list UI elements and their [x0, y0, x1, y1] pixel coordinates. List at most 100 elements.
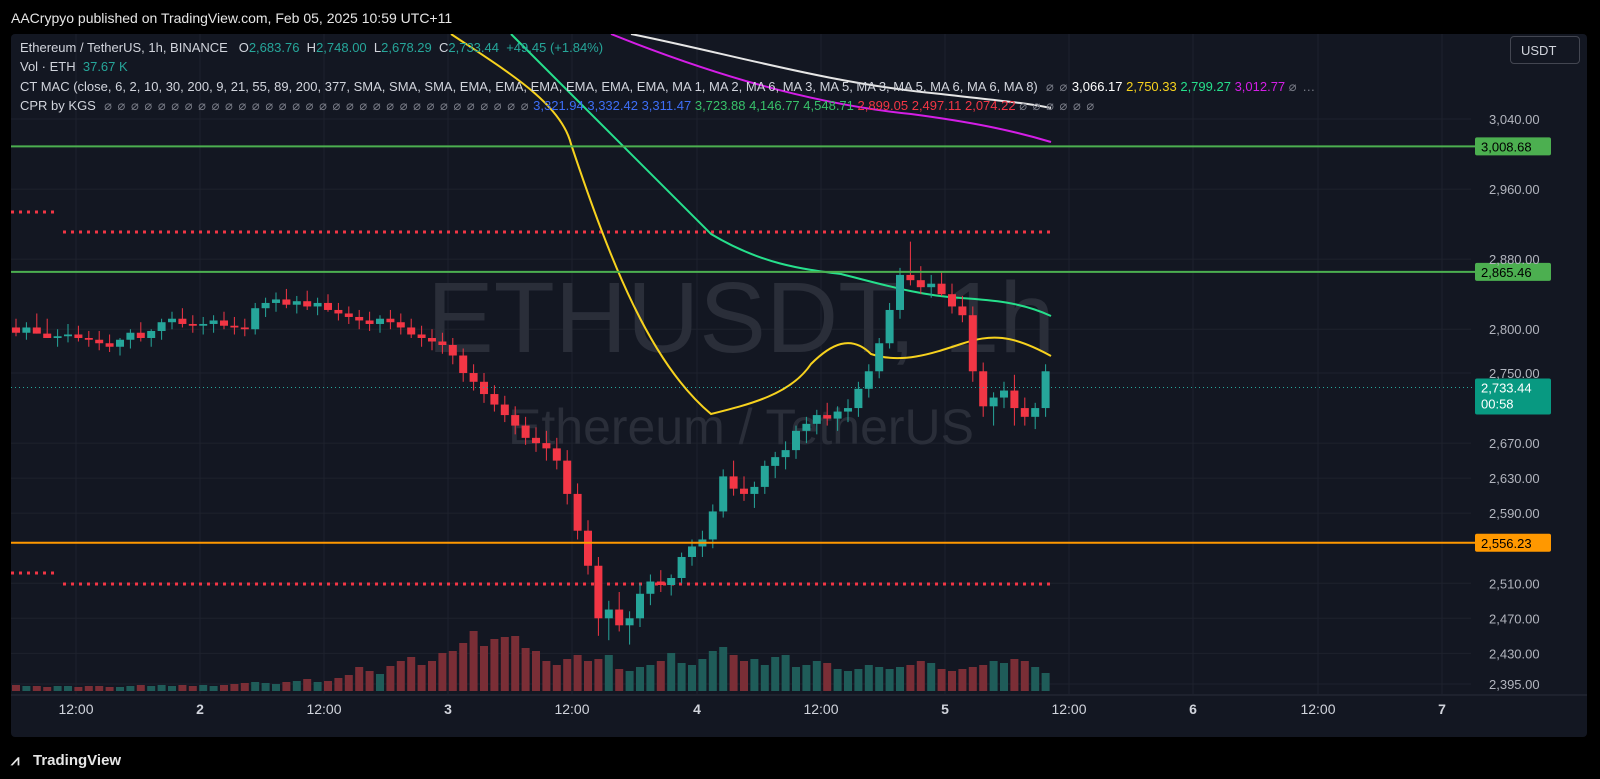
y-tick-label: 2,880.00: [1489, 252, 1540, 267]
candle-body: [209, 320, 218, 324]
volume-bar: [334, 678, 343, 691]
candle-body: [864, 371, 873, 389]
tradingview-logo-icon: ⩘: [11, 752, 20, 769]
x-tick-label: 12:00: [58, 701, 93, 717]
x-tick-label: 6: [1189, 701, 1197, 717]
x-tick-label: 12:00: [306, 701, 341, 717]
chart-canvas[interactable]: ETHUSDT, 1h Ethereum / TetherUS 3,008.68 2,…: [11, 34, 1587, 737]
volume-bar: [604, 655, 613, 691]
volume-bar: [126, 686, 135, 691]
candle-body: [12, 327, 20, 333]
candle-body: [833, 411, 842, 419]
volume-bar: [521, 648, 530, 691]
volume-bar: [771, 657, 780, 691]
volume-bar: [272, 684, 280, 691]
candle-body: [230, 325, 239, 328]
volume-bar: [927, 663, 936, 691]
volume-bar: [937, 669, 946, 691]
volume-bar: [53, 686, 62, 691]
price-tag-bg: [1475, 262, 1551, 281]
volume-bar: [105, 687, 114, 691]
ctmac-values: 3,066.17 2,750.33 2,799.27 3,012.77: [1072, 79, 1289, 94]
hidden-value-icons: ⌀ ⌀ ⌀ ⌀ ⌀ ⌀: [1019, 98, 1096, 113]
candle-body: [324, 302, 332, 310]
candle-body: [105, 343, 114, 347]
price-tag-label: 3,008.68: [1481, 139, 1532, 154]
candle-body: [272, 299, 280, 303]
volume-bar: [844, 671, 852, 691]
volume-bar: [292, 681, 301, 691]
legend-ctmac[interactable]: CT MAC (close, 6, 2, 10, 30, 200, 9, 21,…: [20, 79, 1316, 95]
volume-bar: [251, 682, 260, 691]
volume-bar: [906, 665, 915, 691]
volume-bar: [355, 667, 364, 691]
candle-body: [459, 355, 468, 374]
candle-body: [615, 609, 624, 626]
y-tick-label: 2,470.00: [1489, 611, 1540, 626]
candle-body: [240, 327, 249, 330]
candle-body: [532, 437, 540, 444]
candle-body: [1031, 408, 1040, 417]
volume-bar: [313, 682, 322, 691]
volume-bar: [823, 663, 832, 691]
y-tick-label: 2,960.00: [1489, 182, 1540, 197]
candle-body: [344, 313, 353, 317]
candle-body: [417, 334, 426, 338]
volume-bar: [459, 643, 468, 691]
symbol-label: Ethereum / TetherUS, 1h, BINANCE: [20, 40, 228, 55]
volume-bar: [864, 665, 873, 691]
price-tag-bg: [1475, 137, 1551, 156]
volume-bar: [1010, 659, 1019, 691]
legend-main[interactable]: Ethereum / TetherUS, 1h, BINANCE O2,683.…: [20, 40, 603, 55]
volume-bar: [1000, 663, 1008, 691]
volume-bar: [563, 659, 572, 691]
legend-volume[interactable]: Vol · ETH 37.67 K: [20, 59, 128, 74]
footer-brand-row[interactable]: ⩘ TradingView: [11, 752, 121, 769]
candle-body: [199, 323, 208, 326]
candle-body: [584, 530, 592, 566]
candle-body: [74, 334, 83, 338]
volume-bar: [740, 661, 748, 691]
change-value: +49.45 (+1.84%): [506, 40, 604, 55]
currency-selector[interactable]: USDT: [1510, 36, 1580, 64]
candle-body: [802, 423, 811, 431]
volume-bar: [781, 655, 790, 691]
volume-bar: [677, 663, 686, 691]
candle-body: [792, 430, 800, 451]
ma-mid-line: [510, 34, 1052, 317]
candle-body: [989, 397, 998, 407]
volume-bar: [875, 667, 884, 691]
candle-body: [22, 327, 31, 333]
cpr-value-3: 3,723.88: [694, 98, 750, 113]
candle-body: [251, 308, 260, 330]
y-tick-label: 2,590.00: [1489, 506, 1540, 521]
price-tag-label: 2,865.46: [1481, 265, 1532, 280]
volume-bar: [220, 685, 228, 691]
candle-body: [376, 318, 384, 324]
y-tick-label: 2,630.00: [1489, 471, 1540, 486]
last-price-tag-bg: [1475, 378, 1551, 415]
candle-body: [812, 415, 821, 424]
volume-bar: [480, 646, 488, 691]
legend-cpr[interactable]: CPR by KGS ⌀ ⌀ ⌀ ⌀ ⌀ ⌀ ⌀ ⌀ ⌀ ⌀ ⌀ ⌀ ⌀ ⌀ ⌀…: [20, 98, 1095, 114]
volume-bar: [448, 651, 457, 691]
candle-body: [604, 609, 613, 619]
candle-body: [885, 309, 894, 344]
candle-body: [334, 309, 343, 314]
candle-body: [32, 327, 41, 334]
ma-longest-line: [630, 34, 1052, 109]
candle-body: [500, 404, 509, 416]
volume-bar: [719, 647, 728, 691]
candle-body: [667, 578, 676, 586]
candle-body: [168, 318, 176, 323]
chart-panel[interactable]: ETHUSDT, 1h Ethereum / TetherUS 3,008.68 2,…: [11, 34, 1587, 737]
candle-body: [396, 322, 405, 328]
cpr-values: 3,321.94 3,332.42 3,311.47 3,723.88 4,14…: [533, 98, 1019, 113]
candle-body: [542, 443, 551, 449]
volume-bar: [656, 661, 665, 691]
volume-bar: [303, 679, 312, 691]
candle-body: [1010, 390, 1019, 409]
last-price-label: 2,733.44: [1481, 381, 1532, 396]
cpr-value-1: 3,332.42: [587, 98, 642, 113]
volume-bar: [958, 669, 967, 691]
